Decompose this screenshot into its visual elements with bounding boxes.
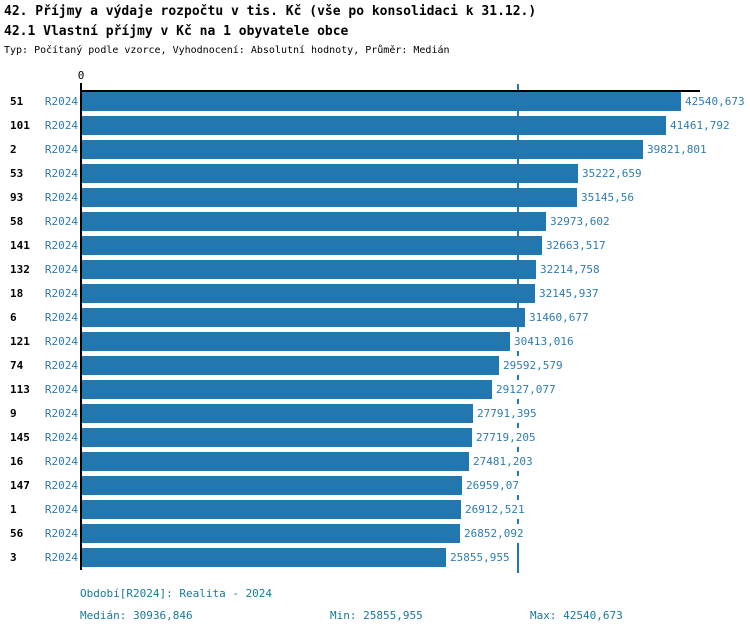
bar — [82, 236, 542, 255]
chart-title: 42. Příjmy a výdaje rozpočtu v tis. Kč (… — [4, 4, 537, 19]
footer-max: Max: 42540,673 — [530, 609, 623, 622]
bar — [82, 116, 666, 135]
bar — [82, 140, 643, 159]
x-axis-line — [82, 90, 700, 92]
bar — [82, 212, 546, 231]
bar-value-label: 26959,07 — [465, 476, 520, 495]
row-series-label: R2024 — [44, 455, 78, 468]
row-series-label: R2024 — [44, 191, 78, 204]
bar — [82, 476, 462, 495]
bar-value-label: 32145,937 — [538, 284, 600, 303]
row-category-label: 147 — [10, 479, 30, 492]
bar-value-label: 42540,673 — [684, 92, 746, 111]
bar — [82, 452, 469, 471]
row-series-label: R2024 — [44, 215, 78, 228]
bar-value-label: 27719,205 — [475, 428, 537, 447]
bar-value-label: 35145,56 — [580, 188, 635, 207]
row-category-label: 16 — [10, 455, 24, 468]
row-category-label: 113 — [10, 383, 30, 396]
bar-value-label: 32663,517 — [545, 236, 607, 255]
bar — [82, 404, 473, 423]
bar-value-label: 27791,395 — [476, 404, 538, 423]
row-series-label: R2024 — [44, 239, 78, 252]
row-series-label: R2024 — [44, 359, 78, 372]
row-category-label: 3 — [10, 551, 17, 564]
bar — [82, 164, 578, 183]
row-category-label: 93 — [10, 191, 24, 204]
row-category-label: 145 — [10, 431, 30, 444]
bar — [82, 500, 461, 519]
bar — [82, 92, 681, 111]
bar-value-label: 27481,203 — [472, 452, 534, 471]
bar — [82, 524, 460, 543]
bar-value-label: 29592,579 — [502, 356, 564, 375]
bar — [82, 188, 577, 207]
row-series-label: R2024 — [44, 263, 78, 276]
x-axis-zero-label: 0 — [77, 69, 85, 82]
bar-value-label: 32973,602 — [549, 212, 611, 231]
row-series-label: R2024 — [44, 95, 78, 108]
bar — [82, 356, 499, 375]
bar-value-label: 26852,092 — [463, 524, 525, 543]
row-series-label: R2024 — [44, 335, 78, 348]
row-category-label: 18 — [10, 287, 24, 300]
chart-meta-line: Typ: Počítaný podle vzorce, Vyhodnocení:… — [4, 45, 450, 56]
row-category-label: 74 — [10, 359, 24, 372]
row-category-label: 56 — [10, 527, 24, 540]
bar-value-label: 41461,792 — [669, 116, 731, 135]
bar — [82, 380, 492, 399]
row-category-label: 101 — [10, 119, 30, 132]
row-series-label: R2024 — [44, 503, 78, 516]
row-category-label: 6 — [10, 311, 17, 324]
bar-value-label: 31460,677 — [528, 308, 590, 327]
y-axis-line — [80, 83, 82, 570]
bar-value-label: 26912,521 — [464, 500, 526, 519]
row-category-label: 141 — [10, 239, 30, 252]
row-series-label: R2024 — [44, 119, 78, 132]
bar — [82, 548, 446, 567]
row-series-label: R2024 — [44, 479, 78, 492]
footer-median: Medián: 30936,846 — [80, 609, 193, 622]
bar-value-label: 29127,077 — [495, 380, 557, 399]
median-line — [517, 84, 519, 573]
bar — [82, 284, 535, 303]
chart-subtitle: 42.1 Vlastní příjmy v Kč na 1 obyvatele … — [4, 24, 349, 39]
row-series-label: R2024 — [44, 311, 78, 324]
footer-min: Min: 25855,955 — [330, 609, 423, 622]
row-category-label: 2 — [10, 143, 17, 156]
row-category-label: 58 — [10, 215, 24, 228]
row-series-label: R2024 — [44, 527, 78, 540]
row-category-label: 9 — [10, 407, 17, 420]
row-series-label: R2024 — [44, 383, 78, 396]
row-series-label: R2024 — [44, 407, 78, 420]
bar — [82, 260, 536, 279]
bar-value-label: 25855,955 — [449, 548, 511, 567]
bar — [82, 428, 472, 447]
row-series-label: R2024 — [44, 287, 78, 300]
row-series-label: R2024 — [44, 143, 78, 156]
bar-value-label: 39821,801 — [646, 140, 708, 159]
bar-value-label: 30413,016 — [513, 332, 575, 351]
bar — [82, 332, 510, 351]
row-series-label: R2024 — [44, 167, 78, 180]
bar-value-label: 32214,758 — [539, 260, 601, 279]
row-category-label: 51 — [10, 95, 24, 108]
footer-period: Období[R2024]: Realita - 2024 — [80, 587, 273, 600]
row-series-label: R2024 — [44, 431, 78, 444]
row-category-label: 1 — [10, 503, 17, 516]
row-category-label: 53 — [10, 167, 24, 180]
row-series-label: R2024 — [44, 551, 78, 564]
bar — [82, 308, 525, 327]
row-category-label: 132 — [10, 263, 30, 276]
row-category-label: 121 — [10, 335, 30, 348]
bar-value-label: 35222,659 — [581, 164, 643, 183]
